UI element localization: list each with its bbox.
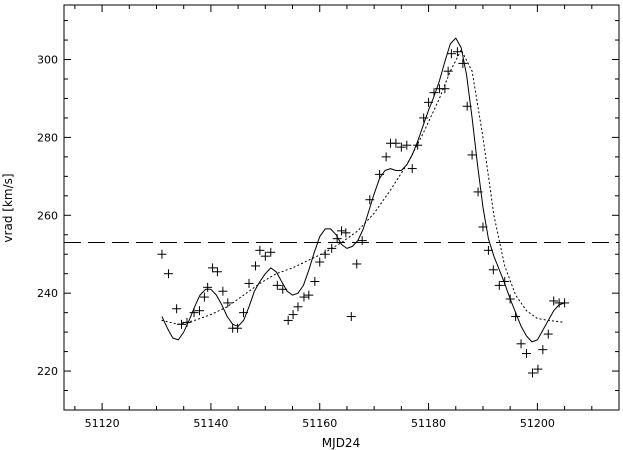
y-tick-label: 280	[37, 131, 58, 144]
data-point	[278, 284, 288, 294]
data-point	[402, 140, 412, 150]
data-point	[346, 312, 356, 322]
data-point	[163, 269, 173, 279]
data-point	[543, 329, 553, 339]
data-point	[365, 195, 375, 205]
y-tick-label: 300	[37, 54, 58, 67]
data-point	[533, 364, 543, 374]
data-point	[299, 292, 309, 302]
data-point	[251, 261, 261, 271]
y-tick-label: 260	[37, 209, 58, 222]
data-point	[407, 164, 417, 174]
data-point	[419, 113, 429, 123]
data-point	[260, 251, 270, 261]
data-point	[357, 236, 367, 246]
y-axis-label: vrad [km/s]	[1, 173, 15, 242]
data-point	[381, 152, 391, 162]
y-tick-label: 240	[37, 287, 58, 300]
data-point	[332, 234, 342, 244]
data-markers	[157, 47, 570, 378]
data-point	[203, 282, 213, 292]
data-point	[208, 263, 218, 273]
data-point	[494, 280, 504, 290]
data-point	[483, 245, 493, 255]
dotted-fit-curve	[161, 49, 566, 325]
data-point	[266, 247, 276, 257]
data-point	[527, 368, 537, 378]
tick-labels: 51120 51140 51160 51180 51200 220 240 260 280 300	[37, 54, 555, 430]
data-point	[189, 308, 199, 318]
data-point	[157, 249, 167, 259]
data-point	[341, 228, 351, 238]
data-point	[522, 349, 531, 359]
data-point	[272, 280, 282, 290]
data-point	[315, 257, 325, 267]
data-point	[391, 138, 401, 148]
data-point	[283, 315, 293, 325]
data-point	[172, 304, 182, 314]
data-point	[310, 276, 320, 286]
data-point	[478, 222, 488, 232]
x-axis-label: MJD24	[322, 436, 360, 450]
data-point	[375, 169, 385, 179]
data-point	[446, 49, 456, 59]
data-point	[429, 88, 439, 98]
y-tick-label: 220	[37, 365, 58, 378]
data-point	[488, 265, 498, 275]
data-point	[293, 302, 303, 312]
data-point	[511, 312, 521, 322]
data-point	[288, 310, 298, 320]
data-point	[352, 259, 362, 269]
data-point	[194, 306, 204, 316]
data-point	[255, 245, 265, 255]
axis-ticks	[64, 5, 620, 411]
data-point	[304, 290, 314, 300]
data-point	[320, 249, 330, 259]
data-point	[505, 294, 515, 304]
plot-frame	[63, 4, 620, 411]
data-point	[516, 339, 526, 349]
data-point	[327, 243, 337, 253]
data-point	[473, 187, 483, 197]
x-tick-label: 51120	[85, 417, 120, 430]
data-point	[538, 345, 548, 355]
x-tick-label: 51180	[411, 417, 446, 430]
data-point	[233, 323, 243, 333]
data-point	[396, 142, 406, 152]
data-point	[458, 58, 468, 68]
data-point	[452, 47, 462, 57]
data-point	[218, 286, 228, 296]
data-point	[239, 308, 249, 318]
data-point	[223, 298, 233, 308]
data-point	[413, 140, 423, 150]
data-point	[244, 278, 254, 288]
data-point	[462, 101, 472, 111]
data-point	[549, 296, 559, 306]
data-point	[424, 97, 434, 107]
data-point	[199, 292, 209, 302]
data-point	[467, 150, 477, 160]
x-tick-label: 51140	[193, 417, 228, 430]
data-point	[500, 276, 510, 286]
curves	[64, 37, 619, 343]
data-point	[212, 267, 222, 277]
data-point	[337, 226, 346, 236]
x-tick-label: 51200	[520, 417, 555, 430]
data-point	[560, 298, 570, 308]
data-point	[182, 317, 192, 327]
data-point	[443, 66, 453, 76]
x-tick-label: 51160	[302, 417, 337, 430]
data-point	[440, 84, 450, 94]
solid-model-curve	[161, 37, 565, 343]
data-point	[177, 319, 187, 329]
